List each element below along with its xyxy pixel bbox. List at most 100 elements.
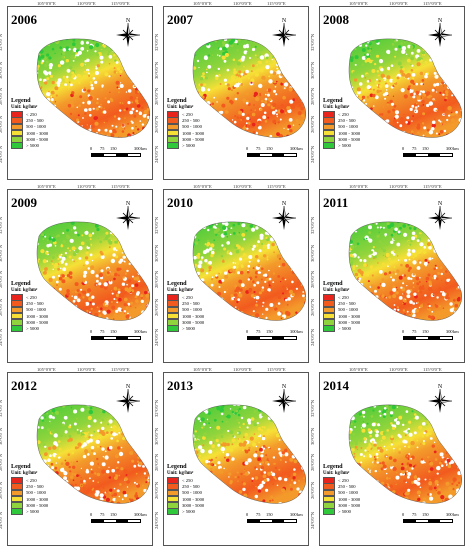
legend-swatch xyxy=(11,483,23,491)
legend-swatch xyxy=(11,294,23,301)
north-arrow-icon: N xyxy=(272,18,297,47)
scale-unit: km xyxy=(141,329,147,334)
legend-item: 250 - 500 xyxy=(323,300,360,308)
legend-swatch xyxy=(323,508,335,515)
legend-swatch xyxy=(323,136,335,143)
scale-bar: 0 75 150 300 km xyxy=(246,146,303,157)
legend: Legend Unit: kg/hm² < 250 250 - 500 500 - 10… xyxy=(167,97,204,149)
latitude-label: 26°0'0"N xyxy=(154,298,159,316)
legend-item: 250 - 500 xyxy=(11,483,48,491)
latitude-label: 24°0'0"N xyxy=(0,511,3,529)
legend-label: 250 - 500 xyxy=(338,118,356,124)
legend-label: 1000 - 3000 xyxy=(338,313,361,319)
legend: Legend Unit: kg/hm² < 250 250 - 500 500 - 10… xyxy=(11,280,48,332)
legend-swatch xyxy=(167,129,179,137)
legend: Legend Unit: kg/hm² < 250 250 - 500 500 - 10… xyxy=(167,463,204,515)
legend-swatch xyxy=(323,129,335,137)
legend-label: 500 - 1000 xyxy=(26,307,46,313)
scale-tick-label: 300 xyxy=(134,329,141,334)
map-panel-2014: 105°0'0"E 110°0'0"E 115°0'0"E 32°0'0"N 30°0'… xyxy=(310,367,469,550)
longitude-label: 110°0'0"E xyxy=(389,367,408,372)
latitude-label: 30°0'0"N xyxy=(0,61,3,79)
legend-swatch xyxy=(167,319,179,326)
scale-tick-label: 150 xyxy=(110,512,117,517)
legend-item: 500 - 1000 xyxy=(323,306,360,314)
latitude-label: 32°0'0"N xyxy=(0,216,3,234)
legend-swatch xyxy=(11,306,23,314)
scale-bar: 0 75 150 300 km xyxy=(90,146,147,157)
legend-swatch xyxy=(323,502,335,509)
legend-swatch xyxy=(11,325,23,332)
legend-item: 3000 - 5000 xyxy=(323,319,360,326)
latitude-label: 26°0'0"N xyxy=(154,115,159,133)
scale-bar-graphic xyxy=(91,518,141,523)
legend-swatch xyxy=(323,294,335,301)
latitude-label: 24°0'0"N xyxy=(154,511,159,529)
year-title: 2008 xyxy=(323,12,349,27)
north-arrow-icon: N xyxy=(272,201,297,230)
legend-label: > 5000 xyxy=(338,509,351,515)
legend-label: < 250 xyxy=(182,112,193,118)
scale-bar-graphic xyxy=(91,152,141,157)
latitude-label: 28°0'0"N xyxy=(154,87,159,105)
legend-swatch xyxy=(167,325,179,332)
legend-swatch xyxy=(167,117,179,125)
legend-label: 3000 - 5000 xyxy=(338,136,361,142)
legend-swatch xyxy=(323,483,335,491)
year-title: 2007 xyxy=(167,12,193,27)
scale-tick-label: 150 xyxy=(266,146,273,151)
legend: Legend Unit: kg/hm² < 250 250 - 500 500 - 10… xyxy=(11,463,48,515)
legend-item: 1000 - 3000 xyxy=(11,129,48,137)
scale-bar: 0 75 150 300 km xyxy=(246,512,303,523)
legend-item: 1000 - 3000 xyxy=(167,129,204,137)
scale-tick-label: 300 xyxy=(446,512,453,517)
legend-swatch xyxy=(167,483,179,491)
north-arrow-icon: N xyxy=(272,384,297,413)
legend-label: 1000 - 3000 xyxy=(182,313,205,319)
legend-label: 500 - 1000 xyxy=(26,124,46,130)
scale-tick-label: 0 xyxy=(246,329,249,334)
longitude-label: 110°0'0"E xyxy=(389,1,408,6)
legend-swatch xyxy=(11,489,23,497)
scale-tick-label: 75 xyxy=(256,146,261,151)
distribution-map xyxy=(192,404,306,504)
longitude-label: 115°0'0"E xyxy=(423,184,442,189)
scale-tick-label: 75 xyxy=(100,146,105,151)
legend-label: 250 - 500 xyxy=(338,301,356,307)
north-label: N xyxy=(126,18,131,24)
scale-tick-label: 75 xyxy=(256,329,261,334)
legend-title: Legend xyxy=(11,97,31,104)
longitude-label: 105°0'0"E xyxy=(349,1,368,6)
latitude-label: 32°0'0"N xyxy=(0,33,3,51)
legend-unit: Unit: kg/hm² xyxy=(323,471,350,476)
scale-tick-label: 0 xyxy=(246,146,249,151)
legend-item: 250 - 500 xyxy=(167,483,204,491)
longitude-label: 105°0'0"E xyxy=(37,367,56,372)
legend-swatch xyxy=(323,306,335,314)
scale-bar: 0 75 150 300 km xyxy=(90,329,147,340)
legend-label: 1000 - 3000 xyxy=(338,496,361,502)
legend-label: > 5000 xyxy=(26,326,39,332)
legend-item: 1000 - 3000 xyxy=(11,312,48,320)
legend-swatch xyxy=(11,312,23,320)
scale-bar: 0 75 150 300 km xyxy=(402,329,459,340)
legend-title: Legend xyxy=(323,463,343,470)
legend-swatch xyxy=(167,136,179,143)
scale-tick-label: 75 xyxy=(100,512,105,517)
scale-bar: 0 75 150 300 km xyxy=(246,329,303,340)
longitude-label: 115°0'0"E xyxy=(267,184,286,189)
map-panel-2011: 105°0'0"E 110°0'0"E 115°0'0"E 32°0'0"N 30°0'… xyxy=(310,184,469,367)
legend-label: 3000 - 5000 xyxy=(26,319,49,325)
legend-label: < 250 xyxy=(182,295,193,301)
legend-item: > 5000 xyxy=(11,325,48,332)
map-panel-2009: 105°0'0"E 110°0'0"E 115°0'0"E 32°0'0"N 30°0'… xyxy=(0,184,157,367)
legend-title: Legend xyxy=(167,97,187,104)
north-label: N xyxy=(282,201,287,207)
latitude-label: 30°0'0"N xyxy=(154,427,159,445)
latitude-label: 28°0'0"N xyxy=(0,87,3,105)
legend-label: 1000 - 3000 xyxy=(26,496,49,502)
latitude-label: 26°0'0"N xyxy=(0,298,3,316)
legend-swatch xyxy=(167,111,179,118)
latitude-label: 26°0'0"N xyxy=(0,481,3,499)
scale-tick-label: 0 xyxy=(90,512,93,517)
